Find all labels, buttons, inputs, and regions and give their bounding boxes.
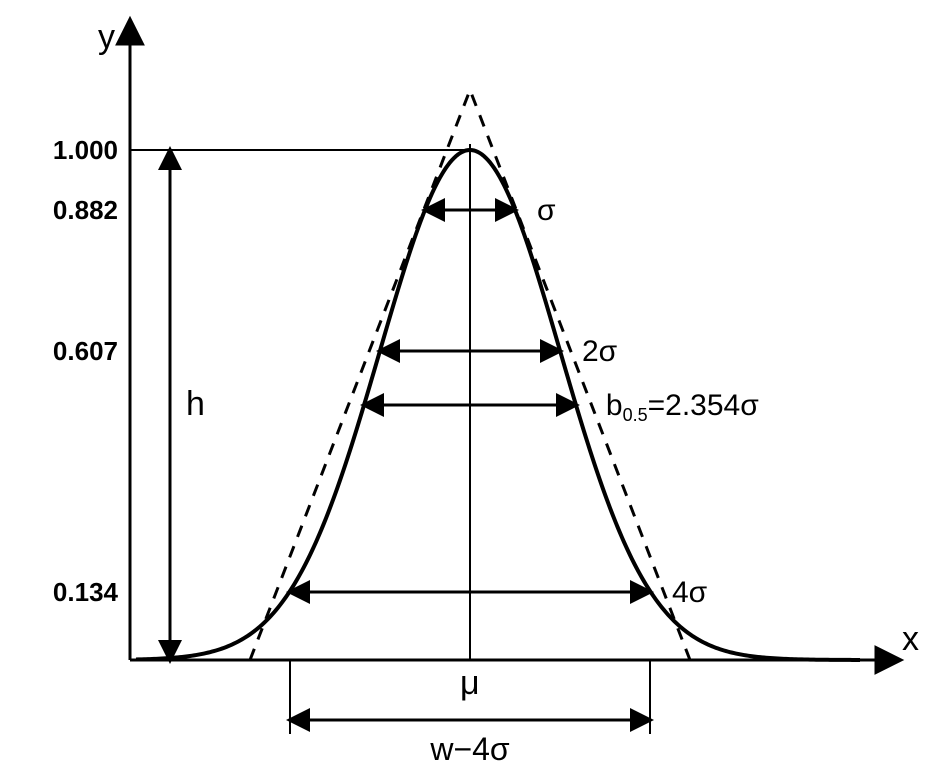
x-axis-label: x <box>902 620 919 658</box>
height-label: h <box>186 385 205 423</box>
y-tick-label: 0.882 <box>53 195 118 225</box>
mu-label: μ <box>460 664 480 702</box>
base-width-label: w−4σ <box>429 731 510 767</box>
width-label: b0.5=2.354σ <box>606 389 759 425</box>
width-label: 2σ <box>582 335 618 368</box>
width-label: 4σ <box>672 576 708 609</box>
gaussian-diagram: x y μ 1.000 0.882 0.607 0.134 σ 2σ b0.5=2.354σ 4σ h… <box>0 0 947 780</box>
y-axis-label: y <box>98 18 115 56</box>
y-tick-label: 1.000 <box>53 135 118 165</box>
width-label: σ <box>537 194 556 227</box>
y-tick-label: 0.134 <box>53 577 119 607</box>
y-tick-label: 0.607 <box>53 336 118 366</box>
